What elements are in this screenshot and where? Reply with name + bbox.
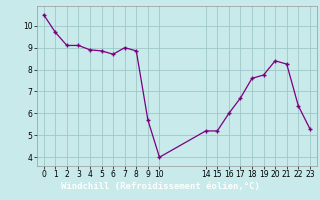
Text: Windchill (Refroidissement éolien,°C): Windchill (Refroidissement éolien,°C) [60, 182, 260, 192]
